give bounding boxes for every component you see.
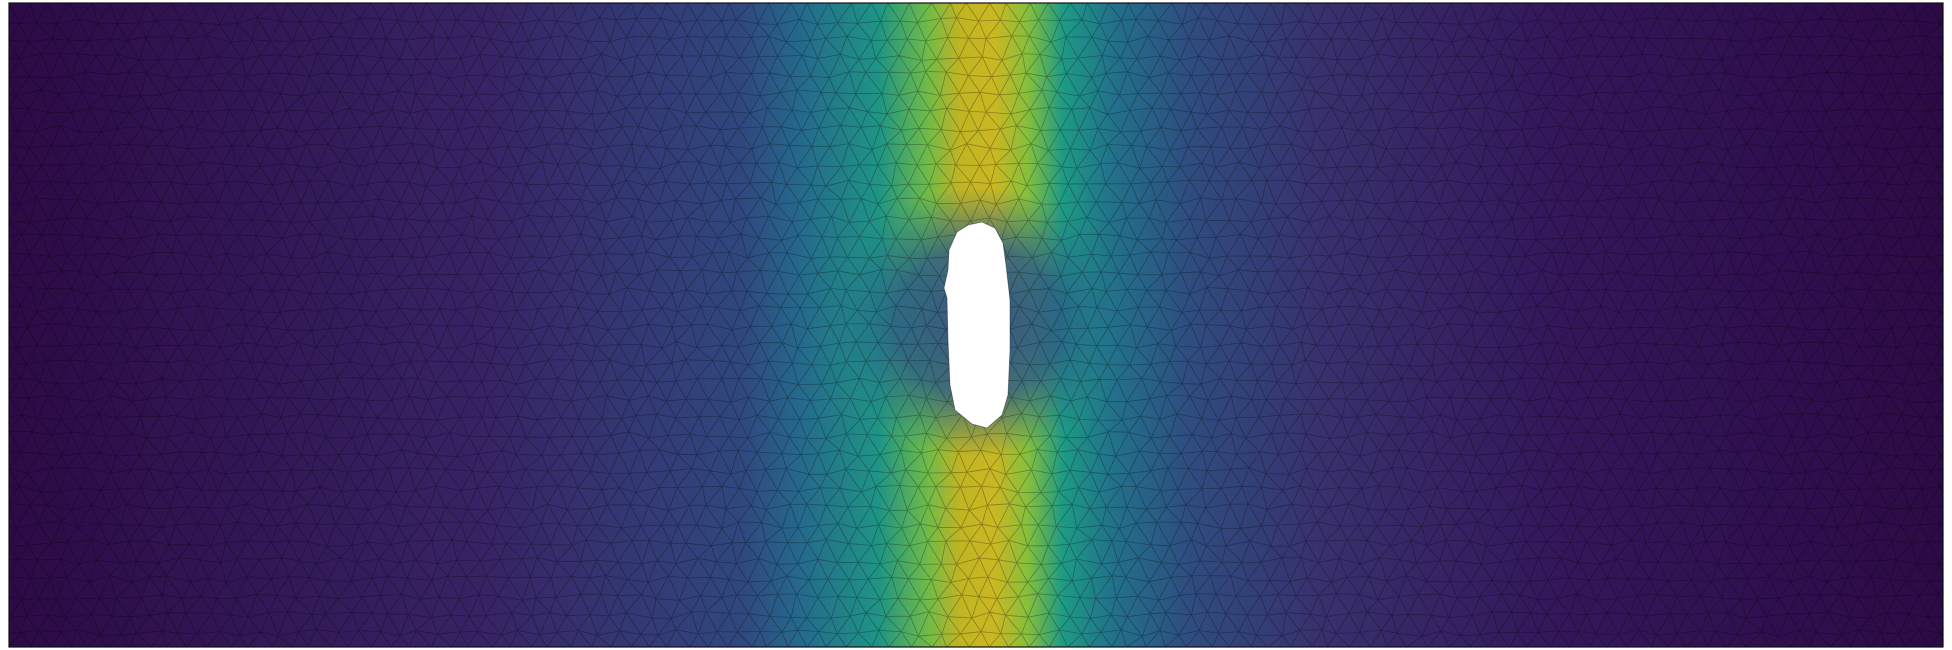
mesh-edges [9, 3, 1943, 647]
hole [943, 221, 1011, 429]
mesh [9, 3, 1943, 647]
domain-border [8, 2, 1944, 648]
